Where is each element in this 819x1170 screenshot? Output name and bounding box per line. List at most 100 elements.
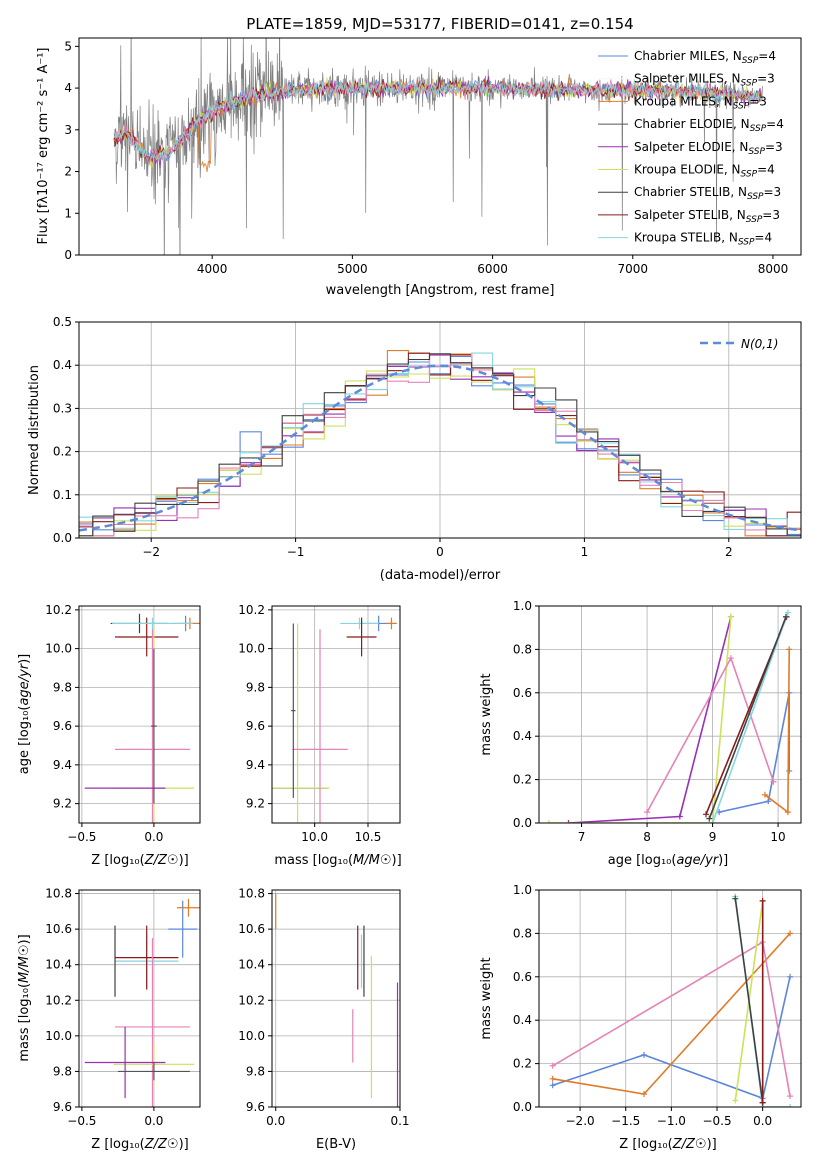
plot-area bbox=[79, 606, 200, 823]
panel-mass-weight-vs-Z: −2.0 −1.5 −1.0 −0.5 0.0 0.0 0.2 0.4 0.6 0.8 1.0 Z [… bbox=[479, 883, 802, 1152]
y-tick-label: 0.2 bbox=[513, 1057, 532, 1071]
mass-weight-marker bbox=[545, 820, 552, 823]
mass-weight-marker bbox=[640, 1090, 647, 1097]
legend-label: N(0,1) bbox=[741, 337, 778, 351]
x-axis-label: Z [log₁₀(Z/Z☉)] bbox=[91, 1137, 188, 1152]
y-tick-label: 0.0 bbox=[513, 1100, 532, 1114]
mass-weight-line bbox=[552, 976, 791, 1100]
x-tick-label: 0.0 bbox=[266, 1114, 285, 1128]
residual-histogram bbox=[79, 353, 801, 537]
mass-weight-marker bbox=[727, 613, 734, 620]
mass-weight-marker bbox=[549, 1075, 556, 1082]
x-tick-label: 2 bbox=[725, 545, 733, 559]
mass-weight-line bbox=[764, 649, 790, 814]
mass-weight-line bbox=[718, 692, 791, 813]
mass-weight-marker bbox=[549, 1082, 556, 1089]
y-tick-label: 10.0 bbox=[45, 1029, 72, 1043]
panel-mass-vs-Z: −0.5 0.0 9.6 9.8 10.0 10.2 10.4 10.6 10.8 Z [log₁… bbox=[17, 887, 201, 1152]
axes-frame bbox=[271, 605, 401, 824]
y-tick-label: 10.6 bbox=[238, 922, 265, 936]
y-tick-label: 9.6 bbox=[53, 1100, 72, 1114]
axes-frame bbox=[538, 605, 802, 824]
x-tick-label: 1 bbox=[581, 545, 589, 559]
legend-label: Kroupa ELODIE, NSSP=4 bbox=[634, 163, 775, 180]
mass-weight-marker bbox=[759, 1099, 766, 1106]
y-tick-label: 10.0 bbox=[45, 642, 72, 656]
y-tick-label: 9.2 bbox=[246, 797, 265, 811]
y-tick-label: 0.1 bbox=[53, 488, 72, 502]
y-tick-label: 0.4 bbox=[53, 358, 72, 372]
panel-spectrum: 4000 5000 6000 7000 8000 0 1 2 3 4 5 wavelength [An… bbox=[36, 37, 802, 298]
mass-weight-marker bbox=[761, 791, 768, 798]
x-axis-label: mass [log₁₀(M/M☉)] bbox=[274, 853, 401, 868]
mass-weight-marker bbox=[782, 613, 789, 620]
y-tick-label: 9.8 bbox=[53, 680, 72, 694]
y-tick-label: 0.8 bbox=[513, 926, 532, 940]
x-axis-label: E(B-V) bbox=[316, 1137, 356, 1152]
x-tick-label: 5000 bbox=[337, 262, 368, 276]
legend-label: Salpeter STELIB, NSSP=3 bbox=[634, 208, 780, 225]
y-axis-label: Flux [fλ10⁻¹⁷ erg cm⁻² s⁻¹ A⁻¹] bbox=[36, 48, 51, 245]
mass-weight-marker bbox=[676, 813, 683, 820]
axes-frame bbox=[78, 321, 802, 539]
panel-age-vs-mass: 10.0 10.5 9.2 9.4 9.6 9.8 10.0 10.2 mass [log₁₀(… bbox=[238, 603, 401, 868]
y-tick-label: 9.8 bbox=[246, 1064, 265, 1078]
mass-weight-line bbox=[568, 616, 732, 823]
panel-mass-weight-vs-age: 7 8 9 10 0.0 0.2 0.4 0.6 0.8 1.0 age [log₁₀(age/yr… bbox=[479, 599, 802, 868]
x-axis-label: (data-model)/error bbox=[380, 568, 501, 583]
y-tick-label: 0.6 bbox=[513, 686, 532, 700]
y-tick-label: 0.4 bbox=[513, 729, 532, 743]
y-tick-label: 9.8 bbox=[53, 1064, 72, 1078]
y-tick-label: 3 bbox=[64, 123, 72, 137]
mass-weight-marker bbox=[732, 895, 739, 902]
normal-curve bbox=[79, 364, 801, 532]
x-tick-label: 0.0 bbox=[144, 830, 163, 844]
model-spectrum bbox=[113, 79, 763, 165]
mass-weight-marker bbox=[784, 609, 791, 616]
figure-title: PLATE=1859, MJD=53177, FIBERID=0141, z=0… bbox=[246, 15, 633, 33]
x-tick-label: 8000 bbox=[758, 262, 789, 276]
mass-weight-marker bbox=[703, 811, 710, 818]
y-tick-label: 10.4 bbox=[238, 958, 265, 972]
mass-weight-line bbox=[708, 616, 787, 819]
legend-label: Chabrier MILES, NSSP=4 bbox=[634, 49, 776, 66]
y-axis-label: mass [log₁₀(M/M☉)] bbox=[17, 934, 32, 1061]
x-axis-label: Z [log₁₀(Z/Z☉)] bbox=[619, 1137, 716, 1152]
mass-weight-marker bbox=[644, 809, 651, 816]
y-axis-label: Normed distribution bbox=[27, 365, 42, 495]
x-tick-label: 0.0 bbox=[144, 1114, 163, 1128]
x-axis-label: age [log₁₀(age/yr)] bbox=[608, 853, 729, 868]
y-tick-label: 0.8 bbox=[513, 642, 532, 656]
y-tick-label: 1.0 bbox=[513, 599, 532, 613]
y-tick-label: 1 bbox=[64, 206, 72, 220]
x-axis-label: Z [log₁₀(Z/Z☉)] bbox=[91, 853, 188, 868]
x-tick-label: 10.0 bbox=[301, 830, 328, 844]
y-tick-label: 10.2 bbox=[238, 603, 265, 617]
mass-weight-marker bbox=[759, 897, 766, 904]
y-tick-label: 0.6 bbox=[513, 970, 532, 984]
x-tick-label: −0.5 bbox=[67, 1114, 96, 1128]
x-tick-label: 9 bbox=[709, 830, 717, 844]
mass-weight-marker bbox=[786, 767, 793, 774]
y-tick-label: 10.2 bbox=[45, 603, 72, 617]
x-tick-label: 8 bbox=[643, 830, 651, 844]
x-tick-label: −1.0 bbox=[657, 1114, 686, 1128]
plot-area bbox=[113, 38, 764, 255]
y-tick-label: 0.0 bbox=[513, 816, 532, 830]
y-tick-label: 10.0 bbox=[238, 1029, 265, 1043]
y-tick-label: 10.8 bbox=[238, 887, 265, 901]
mass-weight-marker bbox=[784, 809, 791, 816]
mass-weight-marker bbox=[706, 815, 713, 822]
x-tick-label: −2 bbox=[142, 545, 160, 559]
mass-weight-marker bbox=[549, 1062, 556, 1069]
mass-weight-marker bbox=[787, 1104, 794, 1107]
legend-label: Chabrier ELODIE, NSSP=4 bbox=[634, 117, 784, 134]
x-axis-label: wavelength [Angstrom, rest frame] bbox=[326, 283, 555, 298]
y-axis-label: mass weight bbox=[479, 673, 494, 755]
x-tick-label: 10.5 bbox=[355, 830, 382, 844]
y-tick-label: 9.6 bbox=[246, 719, 265, 733]
y-tick-label: 4 bbox=[64, 81, 72, 95]
plot-area bbox=[539, 890, 801, 1107]
x-tick-label: 0.1 bbox=[390, 1114, 409, 1128]
